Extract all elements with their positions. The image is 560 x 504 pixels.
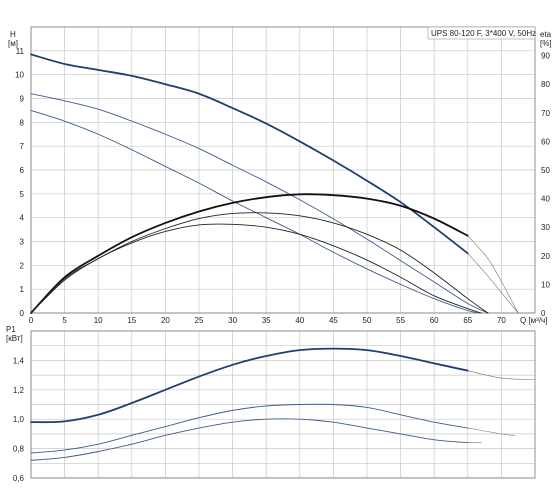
y2-axis-label-line2: [%] [540, 39, 552, 48]
x-tick-label: 5 [62, 316, 67, 325]
p1-tick-label: 1,2 [13, 386, 25, 395]
chart-title: UPS 80-120 F, 3*400 V, 50Hz [431, 29, 536, 38]
x-axis-label: Q [м³/ч] [520, 316, 547, 325]
series-p1-speed-1 [30, 418, 469, 461]
p1-tick-label: 1,4 [13, 356, 25, 365]
x-tick-label: 60 [430, 316, 439, 325]
y-tick-label: 0 [20, 309, 25, 318]
y2-tick-label: 20 [541, 252, 550, 261]
y-tick-label: 5 [20, 190, 25, 199]
y-tick-label: 9 [20, 95, 25, 104]
title-box: UPS 80-120 F, 3*400 V, 50Hz [427, 26, 536, 40]
y-axis-label-line1: H [10, 30, 16, 39]
x-tick-label: 0 [29, 316, 34, 325]
x-tick-label: 55 [396, 316, 405, 325]
x-tick-label: 50 [363, 316, 372, 325]
y-tick-label: 6 [20, 166, 25, 175]
p1-axis-label-line2: [кВт] [6, 334, 23, 343]
series-p1-speed-3 [30, 347, 469, 424]
bottom-plot-frame [30, 330, 536, 479]
axis-labels: H [м] eta [%] Q [м³/ч] P1 [кВт] [6, 30, 552, 343]
series-head-speed-3-ext [467, 253, 519, 314]
series-head-speed-2 [30, 93, 489, 314]
y-tick-label: 2 [20, 261, 25, 270]
y-axis-label-line2: [м] [8, 39, 18, 48]
y2-tick-label: 70 [541, 109, 550, 118]
x-tick-label: 45 [329, 316, 338, 325]
series-eta-speed-3 [30, 193, 469, 314]
y-tick-label: 3 [20, 238, 25, 247]
x-tick-label: 65 [463, 316, 472, 325]
y2-tick-label: 80 [541, 80, 550, 89]
y2-tick-label: 30 [541, 223, 550, 232]
series-eta-speed-1 [30, 223, 482, 314]
series-head-speed-3 [30, 53, 469, 255]
p1-tick-label: 1,0 [13, 415, 25, 424]
y2-tick-label: 40 [541, 195, 550, 204]
y2-tick-label: 60 [541, 137, 550, 146]
x-tick-label: 70 [497, 316, 506, 325]
y2-tick-label: 50 [541, 166, 550, 175]
x-tick-label: 40 [295, 316, 304, 325]
y2-tick-label: 90 [541, 52, 550, 61]
series-lines [30, 53, 536, 461]
series-p1-speed-2-ext [467, 427, 516, 436]
series-p1-speed-2 [30, 403, 469, 454]
p1-tick-label: 0,6 [13, 474, 25, 483]
top-plot-frame [30, 26, 536, 314]
y2-axis-label-line1: eta [540, 30, 552, 39]
x-tick-label: 35 [262, 316, 271, 325]
y-tick-label: 4 [20, 214, 25, 223]
x-tick-label: 30 [228, 316, 237, 325]
series-eta-speed-3-ext [467, 235, 519, 314]
y-tick-label: 10 [15, 71, 24, 80]
y2-tick-label: 10 [541, 280, 550, 289]
x-tick-label: 25 [195, 316, 204, 325]
x-tick-label: 20 [161, 316, 170, 325]
y-tick-label: 1 [20, 285, 25, 294]
y-tick-label: 7 [20, 142, 25, 151]
y-tick-label: 8 [20, 118, 25, 127]
series-head-speed-1 [30, 109, 482, 314]
y-tick-label: 11 [16, 47, 25, 56]
y2-tick-label: 0 [541, 309, 546, 318]
p1-axis-label-line1: P1 [6, 325, 16, 334]
tick-labels: 0 5 10 15 20 25 30 35 40 45 50 55 60 65 70012345678910… [13, 47, 551, 483]
series-p1-speed-3-ext [467, 370, 536, 380]
plot-frames [30, 26, 536, 479]
title-box-frame [427, 26, 536, 40]
series-eta-speed-2 [30, 212, 489, 314]
p1-tick-label: 0,8 [13, 445, 25, 454]
x-tick-label: 15 [127, 316, 136, 325]
x-tick-label: 10 [94, 316, 103, 325]
grid-lines [30, 27, 535, 479]
